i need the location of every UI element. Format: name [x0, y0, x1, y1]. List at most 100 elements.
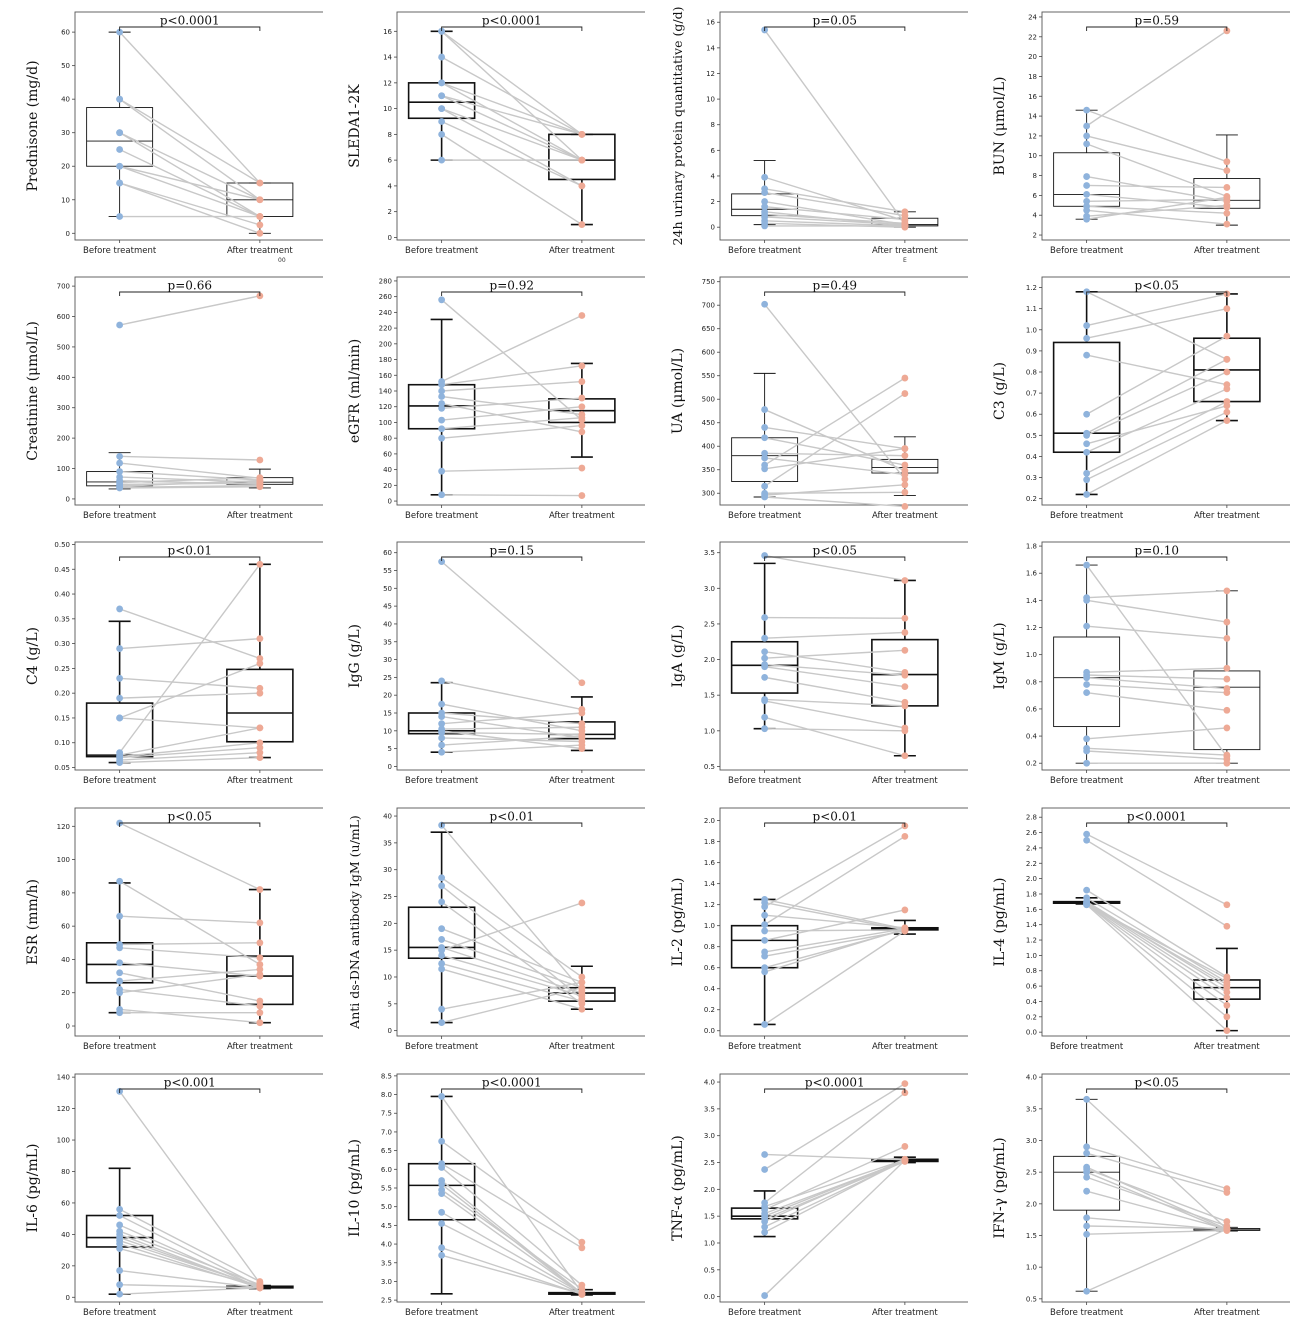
- pair-line: [1086, 599, 1227, 623]
- pair-line: [1086, 135, 1228, 172]
- after-point: [578, 182, 586, 190]
- pair-line: [441, 380, 582, 392]
- y-axis-label: C4 (g/L): [25, 627, 41, 685]
- after-point: [578, 709, 586, 717]
- y-axis-label: IL-6 (pg/mL): [25, 1143, 41, 1232]
- y-tick-label: 8: [711, 121, 715, 129]
- y-tick-label: 280: [379, 277, 392, 285]
- x-category-label: After treatment: [1194, 511, 1260, 521]
- y-tick-label: 3.0: [1026, 1137, 1037, 1145]
- y-tick-label: 14: [1028, 113, 1037, 121]
- before-point: [1083, 1187, 1091, 1195]
- pair-line: [1086, 405, 1228, 445]
- y-tick-label: 1.5: [704, 692, 715, 700]
- y-tick-label: 2.8: [1026, 814, 1037, 822]
- significance-bracket: [764, 26, 906, 31]
- y-tick-label: 0.2: [1026, 1013, 1037, 1021]
- panel-13: 0 20 40 60 80 100 120 ESR (mm/h) Before treatmen…: [0, 796, 331, 1058]
- panel-8: 0.2 0.3 0.4 0.5 0.6 0.7 0.8 0.9 1.0 1.1 1.2 C3 (g/L…: [967, 265, 1290, 527]
- pair-line: [441, 735, 582, 746]
- before-point: [438, 381, 446, 389]
- y-tick-label: 1.0: [1026, 651, 1037, 659]
- y-tick-label: 350: [702, 466, 715, 474]
- pair-line: [764, 220, 905, 227]
- before-point: [1083, 122, 1091, 130]
- before-point: [761, 927, 769, 935]
- before-point: [1083, 747, 1091, 755]
- pair-line: [119, 756, 260, 764]
- after-point: [1223, 201, 1231, 209]
- panel-6: 0 20 40 60 80 100 120 140 160 180 200 220 240 260 280 e…: [322, 265, 653, 527]
- plot-frame: [74, 11, 331, 241]
- pair-line: [441, 107, 583, 161]
- y-tick-label: 5.0: [381, 1203, 392, 1211]
- significance-bracket: [119, 26, 261, 31]
- after-point: [1223, 1189, 1231, 1196]
- before-point: [761, 424, 769, 431]
- x-category-label: Before treatment: [1050, 1308, 1124, 1318]
- before-point: [1083, 206, 1091, 214]
- pair-line: [1086, 411, 1228, 481]
- after-point: [901, 614, 909, 622]
- after-point: [901, 481, 909, 489]
- before-point: [438, 467, 446, 475]
- pair-line: [764, 914, 905, 929]
- before-point: [761, 634, 769, 642]
- p-value-label: p<0.0001: [482, 1076, 542, 1090]
- after-point: [578, 741, 586, 749]
- pair-line: [441, 737, 582, 743]
- panel-2: 0 2 4 6 8 10 12 14 16 SLEDA1-2K Before treatment Af…: [322, 0, 653, 262]
- y-tick-label: 15: [383, 710, 392, 718]
- y-tick-label: 0.8: [704, 943, 715, 951]
- y-tick-label: 0.4: [1026, 733, 1038, 741]
- pair-line: [441, 406, 582, 421]
- after-point: [256, 229, 264, 237]
- pair-line: [1086, 674, 1227, 680]
- panel-svg: 0.0 0.2 0.4 0.6 0.8 1.0 1.2 1.4 1.6 1.8 2.0 2.2 2.4 2…: [992, 807, 1290, 1052]
- y-tick-label: 35: [383, 638, 392, 646]
- before-point: [1083, 1168, 1091, 1176]
- before-point: [1083, 622, 1091, 630]
- pair-line: [1086, 198, 1227, 203]
- significance-bracket: [1086, 1088, 1228, 1093]
- pair-line: [764, 447, 905, 470]
- y-tick-label: 50: [383, 585, 392, 593]
- panel-4: 2 4 6 8 10 12 14 16 18 20 22 24 BUN (μmol/L) Before t…: [967, 0, 1290, 262]
- pair-line: [1086, 335, 1228, 415]
- pair-line: [441, 962, 583, 1002]
- panel-svg: 0.2 0.4 0.6 0.8 1.0 1.2 1.4 1.6 1.8 IgM (g/L) Befo…: [992, 541, 1290, 786]
- pair-line: [441, 712, 582, 725]
- before-point: [761, 654, 769, 662]
- before-point: [1083, 448, 1091, 456]
- pair-line: [119, 484, 260, 489]
- pair-line: [764, 716, 906, 757]
- y-tick-label: 0: [388, 234, 392, 242]
- pair-line: [1086, 358, 1228, 434]
- before-point: [1083, 431, 1091, 439]
- pair-line: [119, 608, 261, 660]
- after-point: [256, 1284, 264, 1292]
- before-point: [761, 222, 769, 230]
- pair-line: [1086, 590, 1227, 599]
- pair-line: [119, 746, 260, 759]
- y-tick-label: 4: [1033, 212, 1038, 220]
- x-category-label: Before treatment: [83, 511, 157, 521]
- y-tick-label: 6.0: [381, 1166, 392, 1174]
- x-category-label: After treatment: [549, 1042, 615, 1052]
- panel-svg: 0 2 4 6 8 10 12 14 16 SLEDA1-2K Before treatment Af…: [347, 11, 653, 256]
- y-axis-label: Creatinine (μmol/L): [25, 321, 41, 461]
- pair-line: [119, 637, 260, 650]
- plot-frame: [74, 807, 331, 1037]
- before-point: [761, 1292, 769, 1299]
- after-point: [1223, 901, 1231, 909]
- after-point: [256, 684, 264, 692]
- y-tick-label: 0.2: [704, 1006, 715, 1014]
- pair-line: [764, 930, 905, 957]
- pair-line: [119, 455, 260, 461]
- pair-line: [441, 902, 583, 951]
- significance-bracket: [441, 556, 583, 561]
- significance-bracket: [1086, 291, 1228, 296]
- pair-line: [441, 954, 583, 997]
- x-category-label: Before treatment: [728, 1042, 802, 1052]
- y-tick-label: 2.0: [704, 1186, 715, 1194]
